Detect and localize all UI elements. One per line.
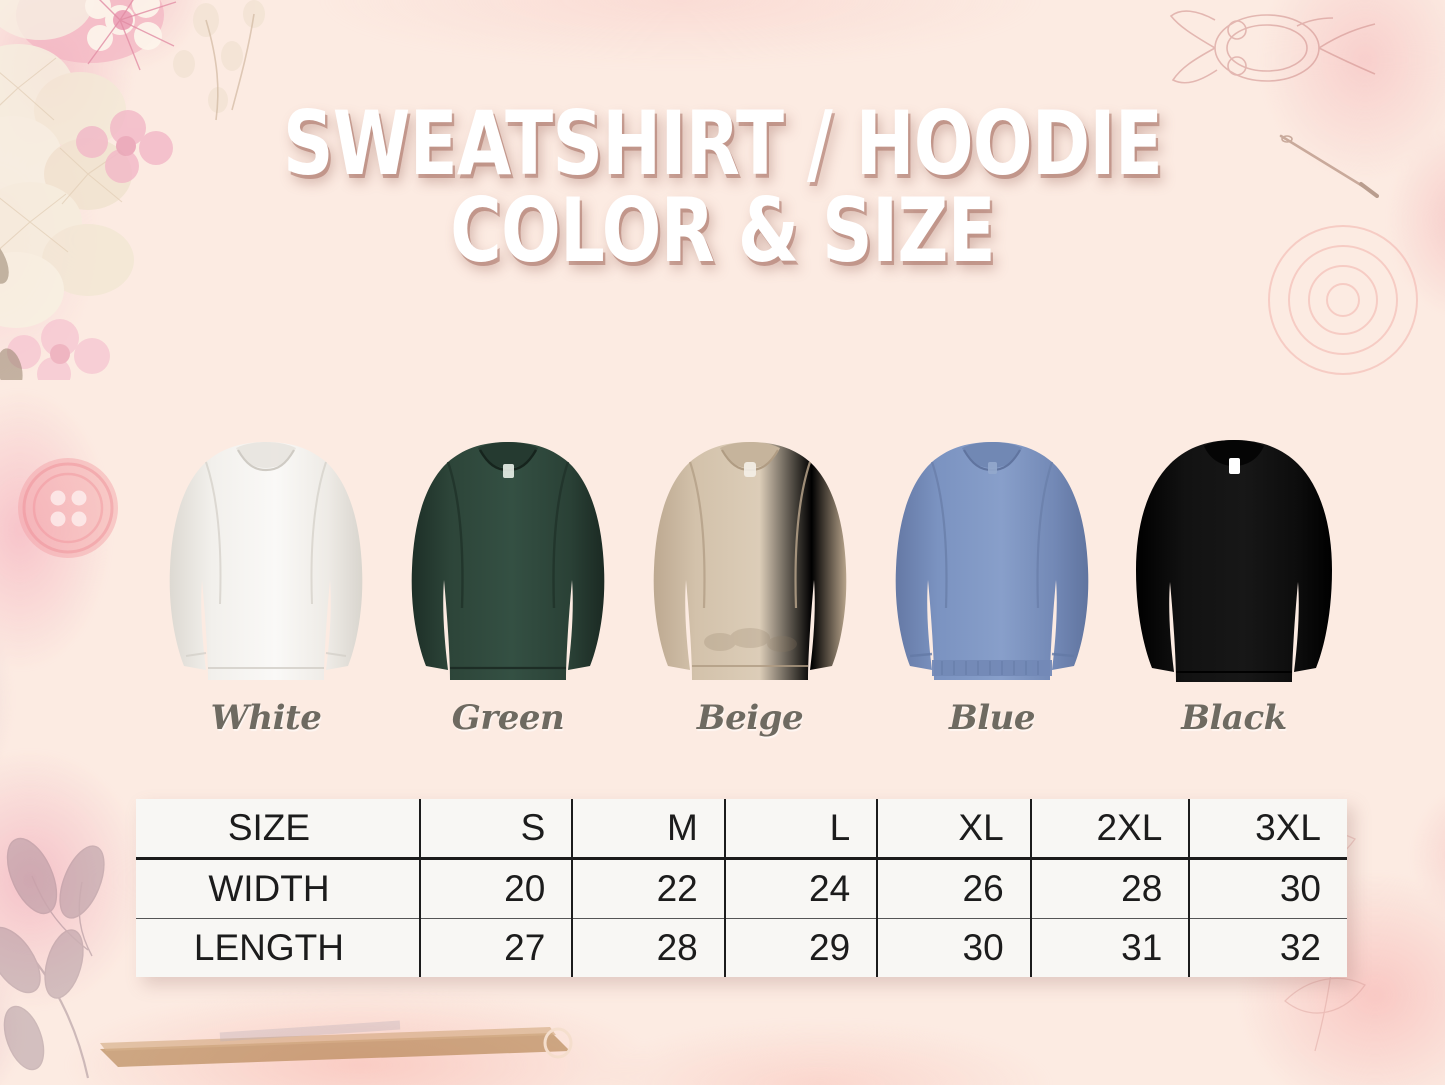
length-cell-3xl: 32 <box>1188 918 1347 977</box>
product-label-beige: Beige <box>696 698 804 738</box>
product-black[interactable]: Black <box>1118 428 1350 738</box>
product-white[interactable]: White <box>150 428 382 738</box>
sweatshirt-illustration-black <box>1136 440 1332 682</box>
table-row-size: SIZE S M L XL 2XL 3XL <box>136 799 1347 860</box>
product-label-green: Green <box>451 698 565 738</box>
neck-tag-black <box>1229 458 1240 474</box>
product-label-blue: Blue <box>948 698 1036 738</box>
length-cell-m: 28 <box>571 918 725 977</box>
sweatshirt-illustration-blue <box>895 442 1089 680</box>
length-cell-2xl: 31 <box>1029 918 1190 977</box>
length-cell-l: 29 <box>723 918 878 977</box>
product-label-white: White <box>210 698 322 738</box>
sweatshirt-illustration-white <box>169 442 363 680</box>
width-cell-l: 24 <box>723 858 878 919</box>
neck-tag-green <box>503 464 514 478</box>
width-cell-xl: 26 <box>876 858 1031 919</box>
row-label-width: WIDTH <box>136 858 420 919</box>
product-green[interactable]: Green <box>392 428 624 738</box>
table-row-width: WIDTH 20 22 24 26 28 30 <box>136 858 1347 919</box>
product-color-row: White Green <box>150 408 1350 738</box>
width-cell-s: 20 <box>418 858 573 919</box>
product-label-black: Black <box>1181 698 1287 738</box>
width-cell-2xl: 28 <box>1029 858 1190 919</box>
size-cell-s: S <box>418 799 573 860</box>
size-cell-m: M <box>571 799 725 860</box>
neck-tag-beige <box>744 462 756 477</box>
size-cell-xl: XL <box>876 799 1031 860</box>
poster-title: SWEATSHIRT / HOODIE COLOR & SIZE <box>0 92 1445 282</box>
product-blue[interactable]: Blue <box>876 428 1108 738</box>
title-line-2: COLOR & SIZE <box>450 178 996 282</box>
sweatshirt-illustration-beige <box>653 442 847 680</box>
neck-tag-blue <box>988 462 997 474</box>
row-label-length: LENGTH <box>136 918 420 977</box>
size-chart-table: SIZE S M L XL 2XL 3XL WIDTH 20 22 24 26 … <box>136 799 1347 977</box>
width-cell-3xl: 30 <box>1188 858 1347 919</box>
length-cell-s: 27 <box>418 918 573 977</box>
sweatshirt-illustration-green <box>411 442 605 680</box>
title-line-1: SWEATSHIRT / HOODIE <box>282 92 1163 195</box>
table-row-length: LENGTH 27 28 29 30 31 32 <box>136 918 1347 977</box>
size-cell-2xl: 2XL <box>1029 799 1190 860</box>
size-cell-3xl: 3XL <box>1188 799 1347 860</box>
width-cell-m: 22 <box>571 858 725 919</box>
length-cell-xl: 30 <box>876 918 1031 977</box>
product-beige[interactable]: Beige <box>634 428 866 738</box>
row-label-size: SIZE <box>136 799 420 860</box>
size-cell-l: L <box>723 799 878 860</box>
